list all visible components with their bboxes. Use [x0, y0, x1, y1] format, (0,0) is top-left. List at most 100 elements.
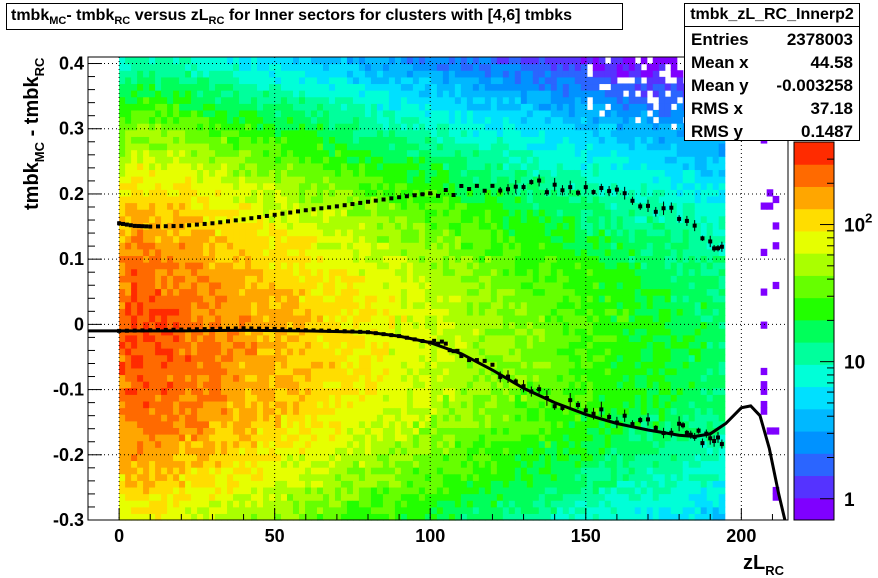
heatmap-cell — [191, 248, 198, 257]
heatmap-cell — [281, 295, 288, 303]
heatmap-cell — [472, 242, 480, 250]
heatmap-cell — [131, 195, 138, 204]
heatmap-cell — [370, 83, 378, 91]
heatmap-cell — [227, 242, 234, 250]
heatmap-cell — [275, 228, 282, 237]
heatmap-cell — [227, 361, 234, 369]
heatmap-cell — [508, 440, 516, 448]
heatmap-cell — [430, 480, 438, 488]
heatmap-cell — [185, 513, 192, 521]
heatmap-cell — [179, 63, 186, 71]
heatmap-cell — [245, 354, 252, 362]
heatmap-cell — [298, 248, 306, 257]
heatmap-cell — [209, 367, 216, 376]
heatmap-cell — [502, 169, 510, 177]
heatmap-cell — [251, 480, 258, 488]
heatmap-cell — [227, 288, 234, 296]
heatmap-cell — [448, 209, 456, 217]
heatmap-cell — [137, 281, 144, 290]
heatmap-cell — [394, 400, 402, 409]
heatmap-cell — [484, 103, 492, 111]
heatmap-cell — [197, 394, 204, 402]
heatmap-cell — [340, 215, 348, 223]
heatmap-cell — [275, 103, 282, 111]
heatmap-cell — [143, 103, 150, 111]
heatmap-cell — [275, 394, 282, 402]
heatmap-cell — [430, 129, 438, 137]
heatmap-cell — [364, 381, 372, 389]
heatmap-cell — [454, 63, 462, 71]
heatmap-cell — [430, 156, 438, 164]
heatmap-cell — [245, 387, 252, 395]
heatmap-cell — [400, 83, 408, 91]
heatmap-cell — [173, 367, 180, 376]
heatmap-cell — [496, 195, 504, 204]
heatmap-cell — [185, 407, 192, 415]
heatmap-cell — [502, 427, 510, 435]
heatmap-cell — [269, 467, 276, 475]
heatmap-cell — [472, 513, 480, 521]
heatmap-cell — [322, 374, 330, 382]
heatmap-cell — [412, 109, 420, 118]
heatmap-cell — [227, 348, 234, 356]
heatmap-cell — [161, 248, 168, 257]
heatmap-cell — [173, 215, 180, 223]
heatmap-cell — [448, 63, 456, 71]
heatmap-cell — [514, 182, 522, 190]
heatmap-cell — [358, 434, 366, 442]
heatmap-cell — [275, 374, 282, 382]
heatmap-cell — [514, 328, 522, 336]
heatmap-cell — [269, 348, 276, 356]
heatmap-cell — [227, 387, 234, 395]
heatmap-cell — [173, 400, 180, 409]
heatmap-cell — [382, 162, 390, 171]
heatmap-cell — [466, 367, 474, 376]
heatmap-cell — [155, 467, 162, 475]
heatmap-cell — [233, 109, 240, 118]
heatmap-cell — [287, 460, 294, 468]
heatmap-cell — [269, 116, 276, 124]
heatmap-cell — [376, 202, 384, 210]
heatmap-cell — [544, 460, 552, 468]
heatmap-cell — [221, 129, 228, 137]
heatmap-cell — [316, 70, 324, 78]
heatmap-cell — [310, 308, 318, 316]
heatmap-cell — [472, 460, 480, 468]
heatmap-cell — [143, 506, 150, 514]
heatmap-cell — [496, 321, 504, 329]
heatmap-cell — [382, 453, 390, 462]
heatmap-cell — [155, 367, 162, 376]
heatmap-cell — [221, 295, 228, 303]
heatmap-cell — [538, 235, 546, 243]
heatmap-cell — [430, 248, 438, 257]
heatmap-cell — [442, 70, 450, 78]
heatmap-cell — [508, 142, 516, 151]
heatmap-cell — [143, 288, 150, 296]
heatmap-cell — [155, 275, 162, 283]
heatmap-cell — [173, 288, 180, 296]
heatmap-cell — [161, 387, 168, 395]
heatmap-cell — [460, 202, 468, 210]
heatmap-cell — [484, 328, 492, 336]
heatmap-cell — [227, 215, 234, 223]
heatmap-cell — [322, 493, 330, 501]
heatmap-cell — [251, 63, 258, 71]
heatmap-cell — [269, 149, 276, 157]
heatmap-cell — [448, 109, 456, 118]
heatmap-cell — [227, 70, 234, 78]
heatmap-cell — [514, 235, 522, 243]
heatmap-cell — [490, 248, 498, 257]
heatmap-cell — [316, 407, 324, 415]
heatmap-cell — [454, 136, 462, 144]
heatmap-cell — [215, 486, 222, 495]
heatmap-cell — [514, 169, 522, 177]
heatmap-cell — [472, 400, 480, 409]
heatmap-cell — [275, 242, 282, 250]
heatmap-cell — [131, 189, 138, 197]
heatmap-cell — [149, 420, 156, 428]
heatmap-cell — [227, 195, 234, 204]
heatmap-cell — [179, 123, 186, 131]
heatmap-cell — [287, 513, 294, 521]
heatmap-cell — [221, 248, 228, 257]
heatmap-cell — [340, 96, 348, 104]
